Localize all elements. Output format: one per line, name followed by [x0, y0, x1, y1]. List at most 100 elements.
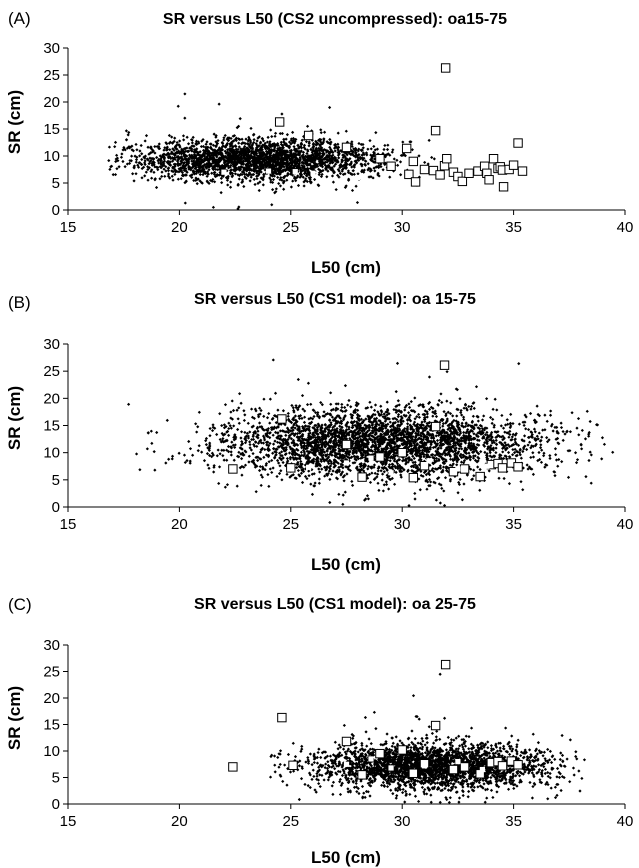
data-point [276, 408, 280, 412]
data-point [352, 147, 356, 151]
data-point [244, 137, 248, 141]
data-point [226, 183, 230, 187]
data-point [256, 144, 260, 148]
data-point [252, 132, 256, 137]
data-point [316, 138, 321, 142]
data-point [539, 443, 543, 447]
data-point [266, 135, 270, 139]
data-point [488, 415, 493, 420]
data-point [227, 433, 231, 437]
data-point [319, 131, 323, 135]
data-point [143, 174, 147, 178]
data-point [333, 156, 337, 160]
data-point [270, 203, 274, 207]
data-point [269, 128, 273, 132]
data-point [126, 133, 130, 137]
data-point [108, 167, 112, 172]
data-point [291, 140, 295, 144]
data-point [200, 450, 204, 454]
data-point [242, 409, 246, 413]
data-point [543, 465, 547, 469]
data-point [469, 407, 473, 411]
data-point [329, 147, 333, 151]
data-point [242, 418, 246, 423]
data-point [220, 448, 224, 452]
data-point [336, 150, 340, 155]
data-point [255, 139, 259, 143]
data-point [438, 501, 442, 505]
data-point [261, 183, 265, 187]
data-point [267, 484, 271, 488]
data-point [347, 398, 351, 403]
data-point [229, 453, 233, 457]
open-square-marker [513, 138, 523, 148]
data-point [545, 419, 549, 423]
data-point [310, 150, 314, 154]
data-point [107, 158, 111, 163]
open-square-marker [408, 156, 419, 167]
data-point [588, 419, 592, 424]
data-point [360, 168, 364, 172]
x-axis-label: L50 (cm) [311, 258, 381, 277]
data-point [336, 167, 340, 172]
data-point [138, 149, 142, 153]
data-point [248, 179, 252, 183]
data-point [343, 405, 347, 410]
data-point [190, 141, 194, 145]
y-tick-label: 10 [43, 445, 60, 462]
data-point [150, 441, 154, 446]
data-point [320, 172, 324, 177]
data-point [202, 459, 207, 463]
data-point [344, 129, 348, 133]
x-tick-label: 30 [394, 516, 411, 533]
data-point [377, 165, 381, 170]
data-point [260, 137, 265, 141]
open-square-marker [488, 154, 499, 164]
data-point [230, 399, 234, 403]
data-point [413, 497, 417, 501]
data-point [346, 403, 350, 407]
data-point [192, 144, 196, 148]
data-point [330, 472, 334, 476]
data-point [243, 413, 247, 417]
data-point [337, 150, 341, 154]
data-point [270, 134, 274, 139]
data-point [238, 117, 242, 121]
open-square-marker [401, 143, 412, 154]
data-point [403, 408, 407, 412]
data-point [575, 426, 579, 430]
data-point [309, 180, 313, 184]
data-point [556, 464, 560, 468]
data-point [324, 148, 328, 152]
data-point [117, 165, 121, 169]
y-tick-label: 30 [43, 336, 60, 353]
data-point [441, 424, 445, 428]
data-point [311, 164, 315, 168]
open-square-marker [457, 176, 468, 187]
data-point [357, 147, 361, 151]
data-point [294, 404, 298, 408]
data-point [476, 419, 480, 423]
data-point [381, 168, 385, 172]
open-square-marker [274, 117, 285, 127]
data-point [442, 489, 446, 493]
y-tick-label: 25 [43, 67, 60, 84]
panel-b: (B) SR versus L50 (CS1 model): oa 15-75 … [5, 291, 633, 574]
data-point [482, 414, 486, 418]
data-point [237, 141, 241, 145]
data-point [213, 180, 217, 184]
data-point [302, 420, 307, 425]
data-point [162, 148, 166, 152]
data-point [228, 144, 232, 148]
data-point [268, 467, 272, 471]
data-point [383, 162, 387, 167]
data-point [280, 131, 284, 136]
data-point [328, 477, 332, 482]
data-point [146, 178, 150, 182]
data-point [317, 159, 322, 163]
data-point [197, 410, 201, 414]
data-point [239, 430, 244, 434]
data-point [151, 149, 155, 153]
data-point [312, 161, 316, 165]
data-point [124, 129, 129, 133]
